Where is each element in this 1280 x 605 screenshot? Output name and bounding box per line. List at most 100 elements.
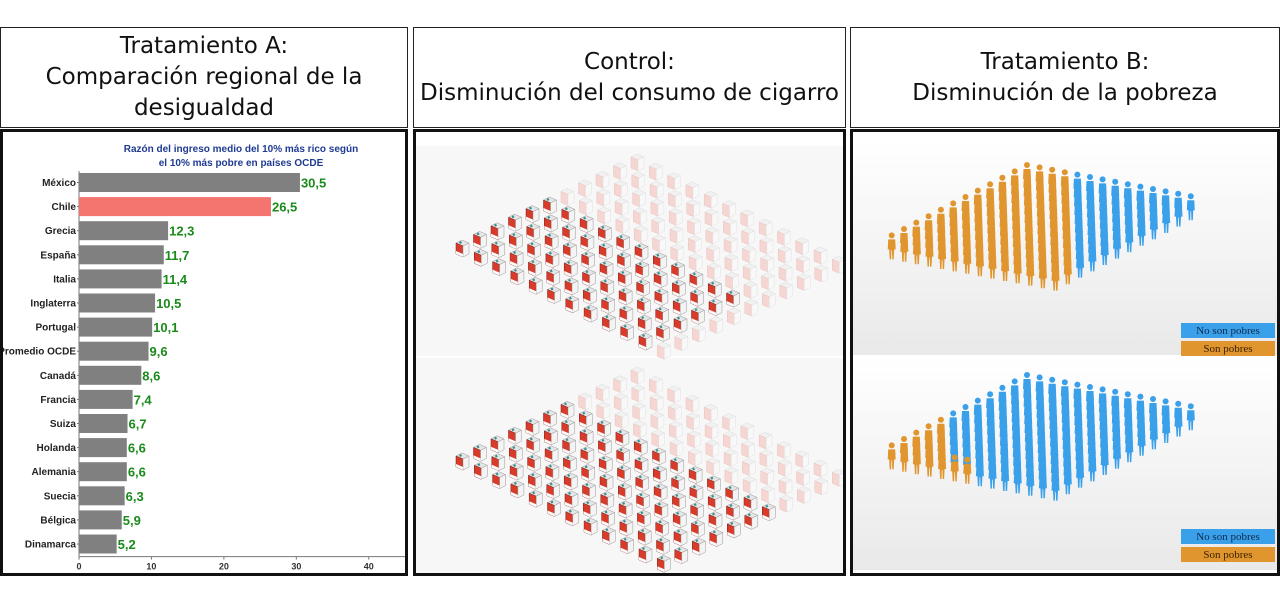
cigarette-pack-icon [579, 215, 594, 234]
bar [79, 269, 162, 289]
bar [79, 462, 127, 482]
legend-no-pobres-top: No son pobres [1181, 323, 1275, 338]
cigarette-pack-icon [596, 401, 611, 420]
cigarette-pack-icon [636, 509, 651, 528]
cigarette-pack-icon [601, 296, 616, 314]
cigarette-pack-icon [652, 465, 667, 484]
cigarette-pack-icon [722, 413, 736, 431]
cigarette-pack-icon [688, 448, 702, 466]
chart-title-line1: Razón del ingreso medio del 10% más rico… [124, 144, 359, 155]
header-control-line2: Disminución del consumo de cigarro [420, 79, 839, 106]
cigarette-pack-icon [761, 485, 775, 504]
cigarette-pack-icon [617, 269, 632, 288]
category-label: Francia [40, 395, 76, 406]
cigarette-pack-icon [656, 554, 671, 573]
cigarette-pack-icon [687, 430, 701, 448]
cigarette-pack-icon [795, 450, 809, 468]
cigarette-pack-icon [613, 162, 627, 180]
value-label: 5,2 [118, 537, 136, 552]
category-label: Suiza [50, 419, 77, 430]
cigarette-pack-icon [760, 254, 774, 273]
cigarette-pack-icon [578, 410, 593, 429]
cigarette-pack-icon [490, 435, 505, 454]
cigarette-pack-icon [723, 218, 737, 236]
cigarette-pack-icon [685, 181, 700, 200]
cigarette-pack-icon [692, 324, 706, 343]
cigarette-pack-icon [491, 240, 506, 259]
cigarette-pack-icon [597, 224, 612, 243]
value-label: 9,6 [150, 344, 168, 359]
cigarette-pack-icon [562, 436, 577, 455]
chart-title-line2: el 10% más pobre en países OCDE [159, 158, 324, 169]
cigarette-pack-icon [690, 501, 705, 520]
value-label: 6,6 [128, 441, 146, 456]
cigarette-pack-icon [691, 306, 705, 325]
category-label: México [42, 178, 76, 189]
cigarette-pack-icon [579, 428, 594, 447]
cigarette-pack-icon [616, 446, 631, 465]
cigarette-pack-icon [560, 188, 575, 206]
cigarette-pack-icon [582, 286, 597, 305]
cigarette-pack-icon [688, 235, 702, 253]
cigarette-pack-icon [651, 429, 665, 448]
legend-pobres-top: Son pobres [1181, 341, 1275, 356]
cigarette-pack-icon [653, 270, 668, 289]
cigarette-pack-icon [726, 502, 740, 521]
bar [79, 293, 156, 313]
cigarette-pack-icon [670, 243, 685, 262]
cigarette-pack-icon [599, 473, 614, 492]
cigarette-pack-grid [416, 146, 843, 573]
cigarette-pack-icon [777, 441, 791, 459]
cigarette-pack-icon [741, 440, 755, 458]
cigarette-pack-icon [632, 402, 646, 421]
cigarette-pack-icon [832, 256, 843, 274]
cigarette-pack-icon [672, 297, 687, 316]
bar-chart: Razón del ingreso medio del 10% más rico… [3, 144, 405, 572]
cigarette-pack-icon [527, 258, 542, 277]
value-label: 11,4 [163, 272, 188, 287]
cigarette-pack-icon [583, 517, 598, 536]
cigarette-pack-icon [615, 428, 630, 447]
cigarette-pack-icon [578, 179, 592, 198]
cigarette-pack-icon [528, 489, 543, 508]
value-label: 6,3 [126, 489, 144, 504]
cigarette-pack-icon [759, 236, 774, 255]
cigarette-pack-icon [527, 453, 542, 472]
cigarette-pack-icon [508, 213, 522, 232]
cigarette-pack-icon [543, 409, 557, 428]
cigarette-pack-icon [600, 491, 615, 510]
cigarette-pack-icon [668, 208, 683, 226]
cigarette-pack-icon [547, 286, 561, 304]
x-tick-label: 40 [364, 562, 374, 572]
cigarette-pack-icon [620, 536, 635, 555]
cigarette-pack-icon [508, 426, 522, 445]
cigarette-pack-icon [726, 520, 741, 539]
cigarette-pack-icon [761, 503, 776, 522]
cigarette-pack-icon [743, 493, 758, 512]
cigarette-pack-icon [563, 259, 578, 278]
cigarette-pack-icon [455, 452, 470, 471]
cigarette-pack-icon [673, 528, 688, 547]
cigarette-pack-icon [582, 481, 596, 500]
x-tick-label: 30 [291, 562, 301, 572]
cigarette-pack-icon [686, 412, 700, 431]
cigarette-pack-icon [651, 216, 665, 235]
cigarette-pack-icon [707, 262, 721, 281]
cigarette-pack-icon [510, 480, 525, 499]
bar [79, 317, 153, 337]
cigarette-pack-icon [723, 236, 738, 254]
cigarette-pack-icon [545, 250, 560, 269]
cigarette-pack-icon [706, 457, 720, 476]
cigarette-pack-icon [688, 253, 703, 271]
panel-control [413, 129, 846, 576]
cigarette-pack-icon [795, 237, 809, 255]
cigarette-pack-icon [595, 170, 610, 189]
cigarette-pack-icon [671, 279, 686, 298]
cigarette-pack-icon [581, 463, 596, 482]
cigarette-pack-icon [601, 526, 616, 545]
cigarette-pack-icon [565, 508, 580, 527]
cigarette-pack-icon [473, 230, 487, 249]
cigarette-pack-icon [546, 268, 561, 287]
cigarette-pack-icon [707, 493, 722, 512]
cigarette-pack-icon [740, 209, 755, 228]
